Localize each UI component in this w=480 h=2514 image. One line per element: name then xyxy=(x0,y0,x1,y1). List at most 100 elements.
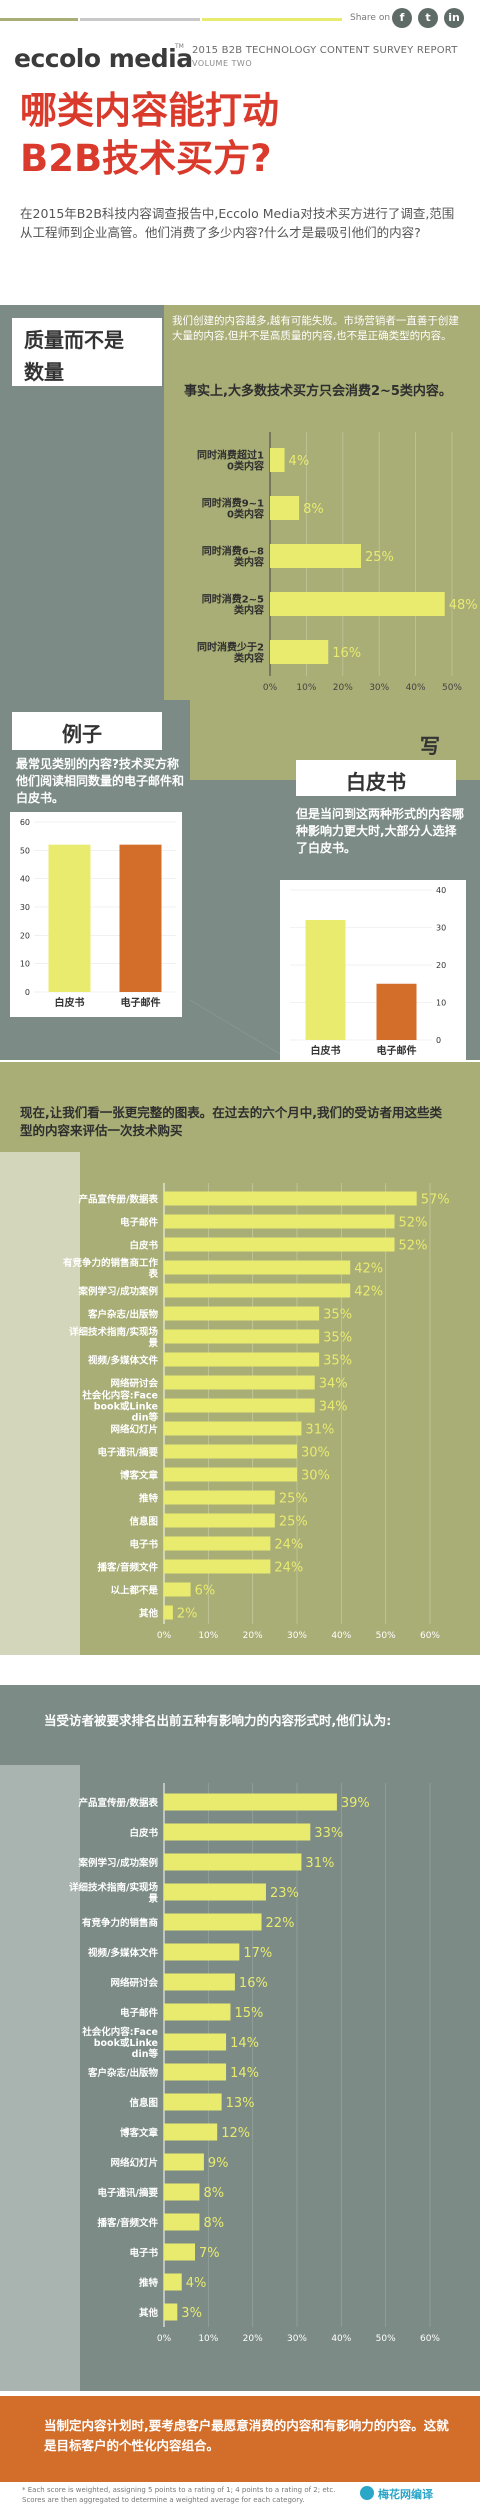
category-label: 电子邮件 xyxy=(120,1217,159,1229)
bar xyxy=(270,544,361,568)
category-label: 社会化内容:Face xyxy=(81,2026,158,2038)
main-title-line1: 哪类内容能打动 xyxy=(20,89,279,132)
bar xyxy=(164,2213,200,2231)
bar-value-label: 14% xyxy=(230,2066,259,2081)
bar xyxy=(164,2123,218,2141)
bar-value-label: 8% xyxy=(203,2186,224,2201)
category-label: din等 xyxy=(132,1412,159,1424)
bar xyxy=(48,844,91,992)
bar xyxy=(164,2183,200,2201)
bar-value-label: 30% xyxy=(301,1446,330,1461)
bar xyxy=(164,1943,240,1961)
bar-value-label: 23% xyxy=(270,1886,299,1901)
bar-value-label: 31% xyxy=(305,1856,334,1871)
bar xyxy=(164,2063,227,2081)
bar-value-label: 33% xyxy=(314,1826,343,1841)
bar-value-label: 16% xyxy=(239,1976,268,1991)
brand-logo: eccolo media xyxy=(14,44,193,73)
quality-description: 我们创建的内容越多,越有可能失败。市场营销者一直善于创建大量的内容,但并不是高质… xyxy=(172,314,468,344)
bar xyxy=(164,1823,311,1841)
category-label: 详细技术指南/实现场 xyxy=(69,1882,158,1894)
bar xyxy=(164,2003,231,2021)
category-label: 电子通讯/摘要 xyxy=(98,1447,159,1459)
category-label: 信息图 xyxy=(129,1516,158,1528)
bar xyxy=(270,592,445,616)
header-stripe-grey xyxy=(80,18,200,21)
category-label: 详细技术指南/实现场 xyxy=(69,1326,158,1338)
bar xyxy=(164,2033,227,2051)
ranking-gap xyxy=(0,1655,480,1685)
x-tick-label: 0% xyxy=(157,1631,172,1641)
content-evaluation-chart: 0% 10% 20% 30% 40% 50% 60% 57% 产品宣传册/数据表 52% 电子邮件 5… xyxy=(63,1183,450,1641)
full-section-label-band xyxy=(0,1152,80,1655)
category-label: 景 xyxy=(147,1338,158,1349)
y-tick-label: 40 xyxy=(20,875,30,884)
bar-value-label: 6% xyxy=(195,1584,216,1599)
whitepaper-tag-text: 白皮书 xyxy=(346,770,406,794)
bar-value-label: 34% xyxy=(319,1377,348,1392)
bar xyxy=(164,1605,173,1620)
whitepaper-tag: 白皮书 xyxy=(296,760,456,796)
bar-value-label: 48% xyxy=(449,598,478,613)
category-label: 案例学习/成功案例 xyxy=(78,1286,158,1298)
report-volume: VOLUME TWO xyxy=(192,59,253,68)
bar-value-label: 13% xyxy=(226,2096,255,2111)
y-tick-label: 10 xyxy=(436,999,446,1008)
share-label: Share on xyxy=(350,13,391,23)
twitter-icon[interactable]: t xyxy=(418,8,438,28)
bar xyxy=(164,1237,395,1252)
y-tick-label: 10 xyxy=(20,960,30,969)
quality-description-text: 我们创建的内容越多,越有可能失败。市场营销者一直善于创建大量的内容,但并不是高质… xyxy=(172,315,459,342)
facebook-icon[interactable]: f xyxy=(392,8,412,28)
category-label: 播客/音频文件 xyxy=(98,2217,159,2229)
y-tick-label: 30 xyxy=(436,924,446,933)
bar xyxy=(270,448,285,472)
header-stripe-yellow xyxy=(202,18,342,21)
bar-value-label: 35% xyxy=(323,1308,352,1323)
bar xyxy=(305,920,346,1040)
x-tick-label: 0% xyxy=(263,683,278,693)
category-label: 电子通讯/摘要 xyxy=(98,2187,159,2199)
category-label: 博客文章 xyxy=(120,1470,159,1482)
bar-value-label: 31% xyxy=(305,1423,334,1438)
x-tick-label: 0% xyxy=(157,2334,172,2344)
category-label: 电子邮件 xyxy=(121,996,161,1009)
bar-value-label: 42% xyxy=(354,1285,383,1300)
x-tick-label: 20% xyxy=(333,683,353,693)
bar xyxy=(164,1913,262,1931)
linkedin-icon[interactable]: in xyxy=(444,8,464,28)
bar xyxy=(164,1536,271,1551)
bar-value-label: 8% xyxy=(303,502,324,517)
x-tick-label: 40% xyxy=(331,1631,351,1641)
bar xyxy=(164,1306,320,1321)
bar-value-label: 24% xyxy=(274,1538,303,1553)
bar-value-label: 35% xyxy=(323,1354,352,1369)
bar-value-label: 42% xyxy=(354,1262,383,1277)
category-label: 同时消费超过1 xyxy=(197,449,264,462)
whitepaper-tag-top: 写 xyxy=(420,734,440,758)
bar xyxy=(270,640,329,664)
x-tick-label: 20% xyxy=(243,1631,263,1641)
category-label: 电子书 xyxy=(129,1539,158,1551)
bar xyxy=(164,1973,235,1991)
quality-tag-line2: 数量 xyxy=(24,360,64,384)
bar xyxy=(119,844,162,992)
category-label: din等 xyxy=(132,2048,159,2060)
bar-value-label: 17% xyxy=(243,1946,272,1961)
category-label: 其他 xyxy=(139,1608,159,1620)
ranking-label-band xyxy=(0,1765,80,2391)
bar-value-label: 16% xyxy=(332,646,361,661)
category-label: 推特 xyxy=(139,2277,159,2289)
x-tick-label: 60% xyxy=(420,2334,440,2344)
category-label: 网络研讨会 xyxy=(110,1977,158,1989)
category-label: 类内容 xyxy=(234,556,264,569)
x-tick-label: 20% xyxy=(243,2334,263,2344)
x-tick-label: 10% xyxy=(296,683,316,693)
category-label: 同时消费6~8 xyxy=(202,545,264,558)
category-label: 以上都不是 xyxy=(110,1585,158,1597)
category-label: 景 xyxy=(147,1894,158,1905)
bar-value-label: 2% xyxy=(177,1607,198,1622)
brand-tm: TM xyxy=(175,43,184,50)
quality-tag: 质量而不是 数量 xyxy=(12,318,162,386)
